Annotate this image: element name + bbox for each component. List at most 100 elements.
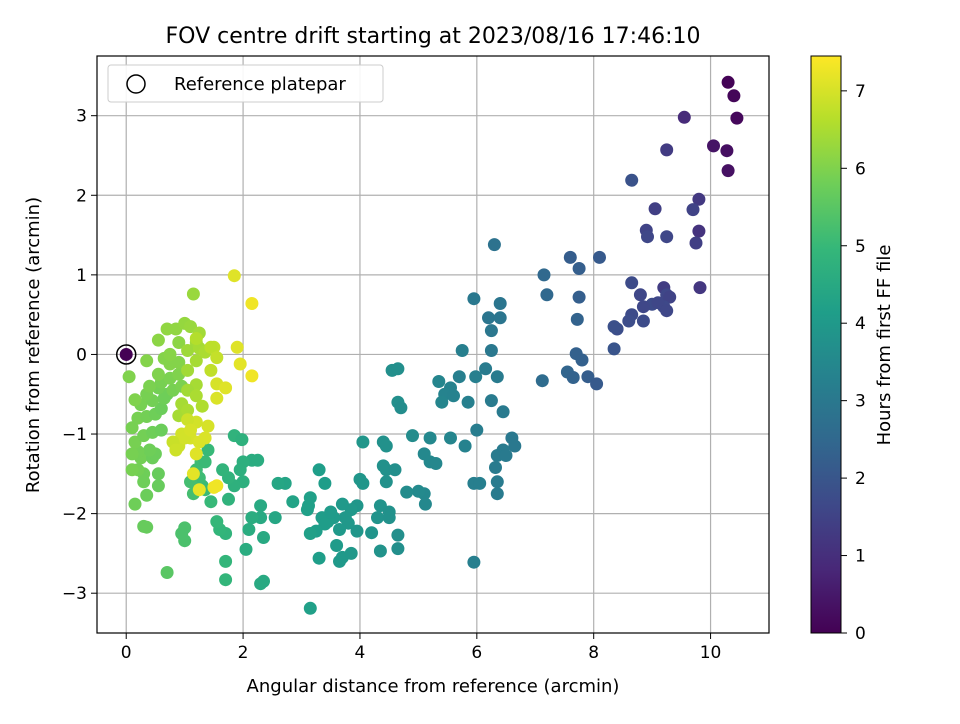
scatter-point [140, 488, 154, 502]
scatter-point [271, 476, 285, 490]
scatter-point [344, 546, 358, 560]
scatter-point [207, 480, 221, 494]
scatter-point [201, 419, 215, 433]
scatter-point [493, 311, 507, 325]
scatter-point [175, 527, 189, 540]
scatter-point [140, 520, 154, 534]
scatter-point [303, 491, 317, 505]
scatter-point [535, 374, 549, 388]
scatter-point [356, 435, 370, 449]
x-tick-label: 4 [355, 643, 366, 663]
scatter-point [721, 75, 735, 89]
scatter-point [493, 297, 507, 310]
legend-box [107, 64, 384, 103]
scatter-point [473, 476, 487, 490]
scatter-point [651, 296, 665, 310]
scatter-point [575, 353, 589, 367]
scatter-point [572, 262, 586, 275]
scatter-point [219, 381, 233, 395]
scatter-point [730, 111, 744, 125]
scatter-point [189, 354, 203, 368]
scatter-point [245, 369, 259, 383]
scatter-point [318, 517, 332, 531]
scatter-point [210, 515, 224, 529]
reference-point [119, 347, 133, 361]
scatter-point [388, 463, 402, 477]
scatter-point [181, 403, 195, 417]
scatter-point [581, 370, 595, 384]
scatter-point [660, 230, 674, 244]
scatter-point [125, 447, 139, 461]
scatter-point [418, 497, 432, 511]
scatter-point [204, 495, 218, 509]
scatter-point [479, 362, 493, 376]
colorbar-tick-label: 1 [855, 547, 866, 567]
scatter-point [660, 304, 674, 318]
scatter-point [318, 476, 332, 490]
scatter-point [303, 601, 317, 615]
x-axis-label: Angular distance from reference (arcmin) [247, 676, 620, 697]
scatter-point [353, 472, 367, 486]
legend-marker-reference-icon [126, 74, 146, 94]
scatter-point [333, 523, 346, 536]
scatter-point [140, 354, 154, 368]
scatter-point [172, 355, 186, 369]
scatter-point [239, 542, 253, 556]
scatter-point [470, 423, 484, 437]
scatter-point [198, 455, 212, 469]
scatter-point [458, 439, 472, 453]
scatter-point [566, 371, 580, 384]
scatter-point [406, 429, 419, 443]
scatter-point [663, 290, 677, 304]
scatter-point [625, 276, 639, 290]
scatter-point [330, 539, 344, 552]
scatter-point [233, 357, 247, 371]
scatter-point [300, 503, 314, 517]
scatter-point [411, 484, 425, 498]
scatter-point [128, 497, 142, 511]
scatter-point [496, 405, 510, 419]
scatter-point [125, 421, 139, 435]
scatter-point [490, 487, 504, 501]
scatter-point [721, 164, 735, 178]
y-tick-label: 0 [76, 345, 87, 365]
scatter-point [303, 527, 317, 540]
scatter-point [648, 202, 662, 216]
scatter-point [563, 250, 577, 264]
scatter-point [128, 393, 142, 407]
colorbar-tick-label: 0 [855, 624, 866, 644]
scatter-point [210, 391, 224, 405]
scatter-point [219, 573, 233, 587]
scatter-point [429, 457, 443, 470]
scatter-point [222, 492, 235, 506]
x-tick-label: 6 [471, 643, 482, 663]
scatter-point [219, 554, 233, 568]
scatter-point [727, 89, 741, 103]
scatter-point [245, 511, 259, 525]
legend-entry-reference: Reference platepar [174, 74, 346, 95]
colorbar-tick-label: 5 [855, 237, 866, 257]
scatter-point [143, 379, 157, 393]
scatter-point [151, 467, 165, 481]
scatter-point [324, 505, 338, 519]
scatter-point [143, 443, 157, 457]
scatter-point [230, 340, 244, 354]
scatter-point [400, 485, 414, 499]
scatter-point [391, 528, 405, 542]
plot-frame [96, 55, 770, 634]
colorbar-gradient [810, 55, 842, 634]
scatter-point [489, 461, 502, 474]
reference-platepar-marker [115, 344, 137, 365]
scatter-points [122, 75, 744, 615]
y-tick-label: 1 [76, 266, 87, 286]
scatter-point [447, 389, 460, 403]
colorbar-label: Hours from first FF file [874, 245, 895, 446]
scatter-point [593, 250, 606, 264]
scatter-point [677, 110, 691, 124]
scatter-point [423, 431, 437, 445]
scatter-point [242, 523, 256, 536]
scatter-point [469, 370, 483, 384]
scatter-point [350, 524, 364, 538]
scatter-point [210, 351, 224, 365]
